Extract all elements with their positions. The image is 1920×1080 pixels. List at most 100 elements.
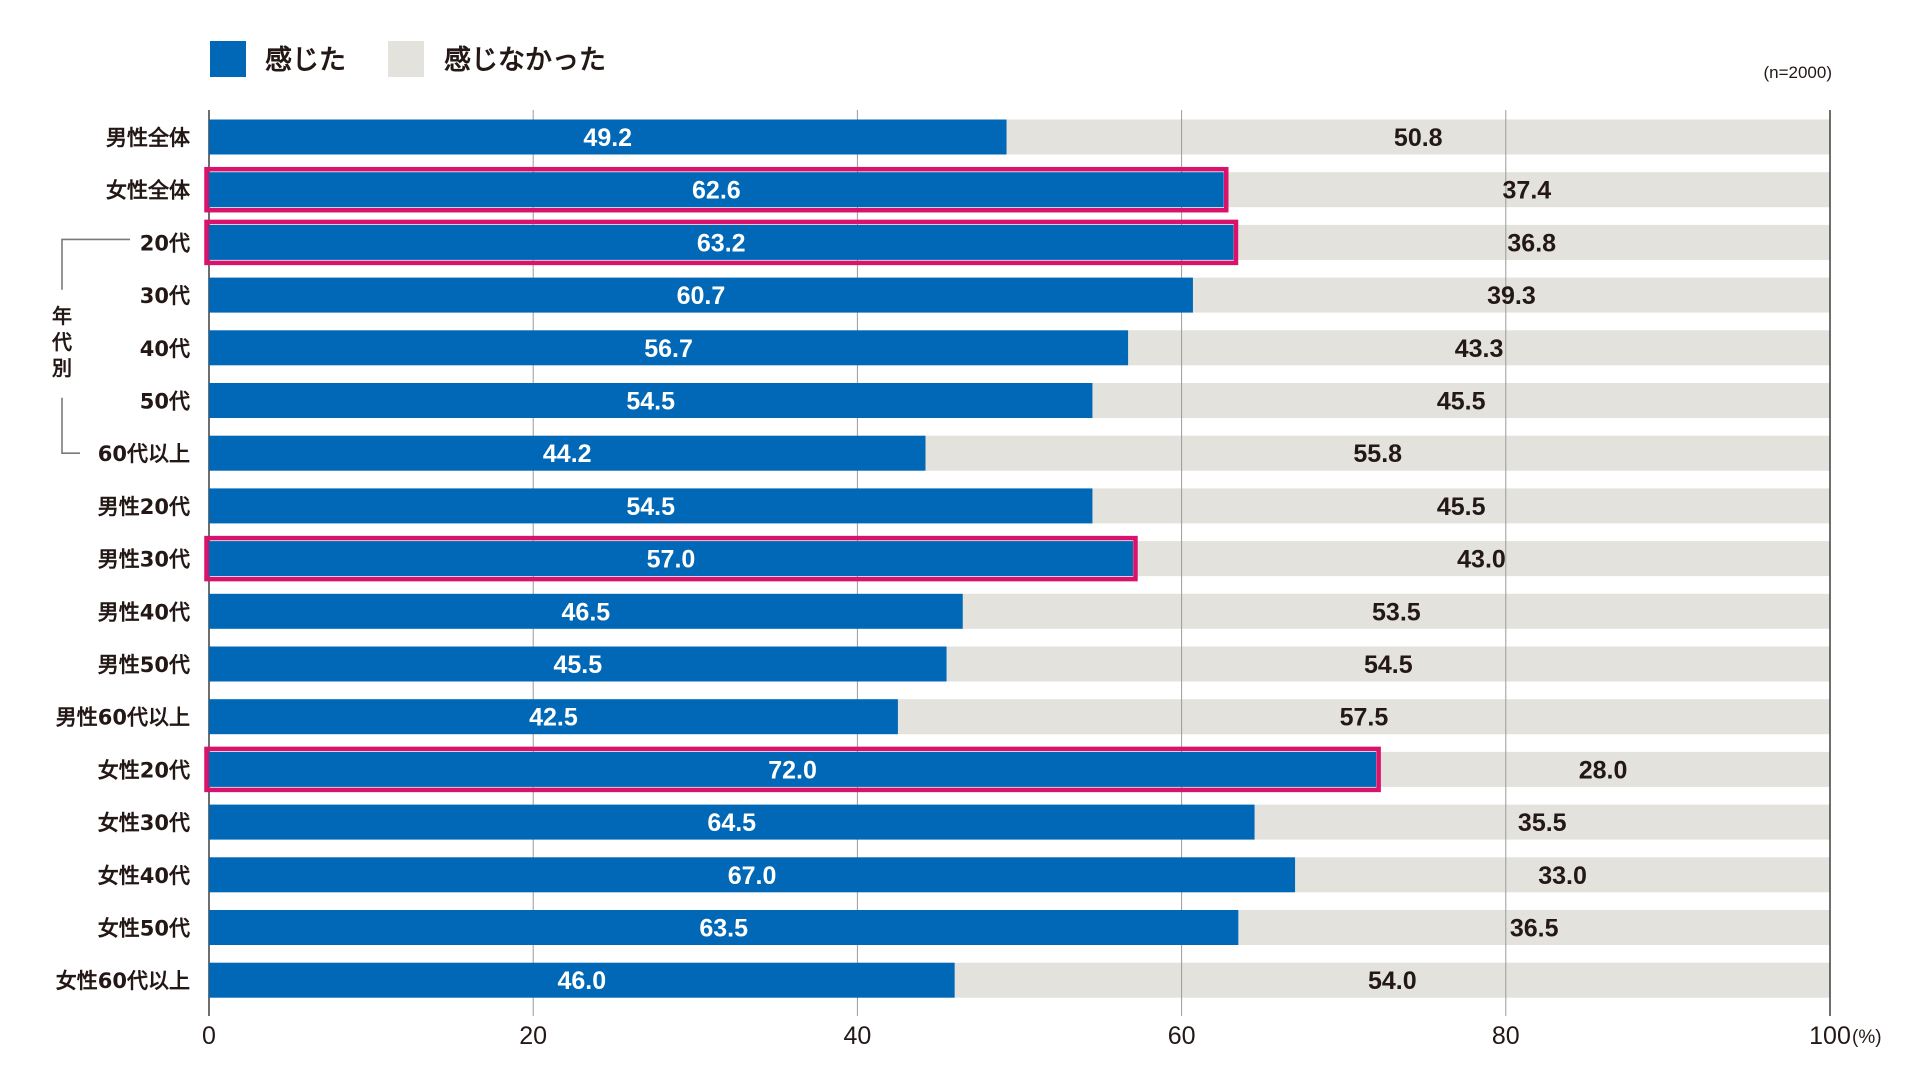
- bar-segment-felt: [209, 804, 1255, 840]
- bar-segment-felt: [209, 172, 1224, 208]
- bar-segment-not-felt: [1233, 224, 1830, 260]
- bar-segment-felt: [209, 541, 1133, 577]
- data-label-not-felt: 50.8: [1394, 124, 1443, 152]
- x-tick-label: 0: [202, 1022, 216, 1050]
- data-label-felt: 60.7: [677, 282, 726, 310]
- data-label-felt: 42.5: [529, 704, 578, 732]
- data-label-not-felt: 36.5: [1510, 915, 1559, 943]
- bar-segment-felt: [209, 277, 1193, 313]
- bar-segment-not-felt: [1238, 910, 1830, 945]
- data-label-not-felt: 37.4: [1503, 177, 1552, 205]
- bar-segment-not-felt: [1006, 119, 1830, 155]
- bar-segment-felt: [209, 119, 1007, 155]
- category-label: 60代以上: [98, 442, 190, 466]
- category-label: 女性30代: [98, 811, 190, 835]
- x-tick-label: 20: [519, 1022, 547, 1050]
- category-label: 男性全体: [106, 126, 191, 150]
- bar-segment-not-felt: [1092, 383, 1830, 418]
- bar-segment-not-felt: [897, 699, 1830, 735]
- bar-segment-felt: [209, 910, 1239, 945]
- x-tick-label: 100: [1809, 1022, 1851, 1050]
- bar-segment-not-felt: [1132, 541, 1830, 577]
- bar-segment-not-felt: [1092, 488, 1830, 524]
- data-label-felt: 63.2: [697, 229, 746, 257]
- bars-felt: 49.2 50.8 62.6 37.4 63.2 36.8 60.7 39.3 56.7 43.3…: [204, 119, 1628, 998]
- data-label-felt: 63.5: [699, 915, 748, 943]
- data-label-felt: 54.5: [626, 388, 675, 416]
- bar-segment-not-felt: [1192, 277, 1830, 313]
- data-label-felt: 72.0: [768, 756, 817, 784]
- data-label-felt: 67.0: [728, 862, 777, 890]
- bar-segment-felt: [209, 751, 1377, 787]
- bar-segment-felt: [209, 330, 1129, 366]
- category-label: 女性40代: [98, 864, 190, 888]
- bar-segment-not-felt: [1376, 751, 1830, 787]
- bar-segment-felt: [209, 383, 1093, 418]
- bars: [897, 119, 1830, 998]
- data-label-felt: 62.6: [692, 177, 741, 205]
- category-label: 男性40代: [98, 600, 190, 624]
- data-label-not-felt: 39.3: [1487, 282, 1536, 310]
- bracket-line-top: [61, 238, 130, 290]
- sample-size-note: (n=2000): [1763, 63, 1832, 82]
- bar-segment-not-felt: [925, 435, 1830, 471]
- bar-segment-felt: [209, 435, 926, 471]
- bar-segment-felt: [209, 224, 1234, 260]
- highlight-frame: [204, 219, 1239, 266]
- data-label-not-felt: 54.0: [1368, 967, 1417, 995]
- category-label: 50代: [140, 390, 190, 414]
- data-label-felt: 57.0: [647, 546, 696, 574]
- category-label: 男性60代以上: [56, 706, 190, 730]
- x-tick-label: 60: [1168, 1022, 1196, 1050]
- category-label: 20代: [140, 231, 190, 255]
- bar-segment-not-felt: [1295, 857, 1830, 893]
- bar-segment-not-felt: [1223, 172, 1830, 208]
- data-label-felt: 46.0: [557, 967, 606, 995]
- data-label-not-felt: 53.5: [1372, 598, 1421, 626]
- legend-label-not-felt: 感じなかった: [444, 44, 606, 76]
- data-label-not-felt: 35.5: [1518, 809, 1567, 837]
- bar-segment-not-felt: [1128, 330, 1830, 366]
- highlight-frame: [204, 166, 1229, 213]
- bar-segment-felt: [209, 962, 955, 998]
- bar-segment-felt: [209, 857, 1296, 893]
- age-group-bracket: 年 代 別: [51, 238, 130, 454]
- x-unit-label: (%): [1852, 1027, 1882, 1048]
- data-label-felt: 49.2: [583, 124, 632, 152]
- group-label-char: 代: [51, 330, 72, 354]
- category-label: 女性50代: [98, 917, 190, 941]
- data-label-felt: 46.5: [562, 598, 611, 626]
- bar-segment-not-felt: [962, 593, 1830, 629]
- bar-segment-not-felt: [1254, 804, 1830, 840]
- group-label-char: 年: [52, 304, 72, 328]
- legend: 感じた 感じなかった: [210, 41, 606, 77]
- legend-label-felt: 感じた: [265, 44, 346, 76]
- data-label-not-felt: 55.8: [1353, 440, 1402, 468]
- highlight-frame: [204, 746, 1381, 793]
- bar-segment-not-felt: [954, 962, 1830, 998]
- data-label-not-felt: 54.5: [1364, 651, 1413, 679]
- category-label: 女性60代以上: [56, 969, 190, 993]
- legend-swatch-felt: [210, 41, 246, 77]
- legend-swatch-not-felt: [388, 41, 424, 77]
- bar-segment-felt: [209, 593, 963, 629]
- category-label: 女性全体: [106, 179, 191, 203]
- x-tick-label: 40: [843, 1022, 871, 1050]
- data-label-not-felt: 43.0: [1457, 546, 1506, 574]
- highlight-frame: [204, 535, 1138, 582]
- data-label-not-felt: 33.0: [1538, 862, 1587, 890]
- data-label-not-felt: 28.0: [1579, 756, 1628, 784]
- category-label: 男性30代: [98, 548, 190, 572]
- data-label-not-felt: 45.5: [1437, 388, 1486, 416]
- category-label: 40代: [140, 337, 190, 361]
- category-label: 30代: [140, 284, 190, 308]
- category-label: 男性20代: [98, 495, 190, 519]
- data-label-not-felt: 57.5: [1340, 704, 1389, 732]
- x-axis: 0 20 40 60 80 100 (%): [202, 1022, 1882, 1050]
- data-label-felt: 64.5: [707, 809, 756, 837]
- bracket-line-bottom: [61, 397, 80, 454]
- group-label-char: 別: [52, 356, 72, 380]
- x-tick-label: 80: [1492, 1022, 1520, 1050]
